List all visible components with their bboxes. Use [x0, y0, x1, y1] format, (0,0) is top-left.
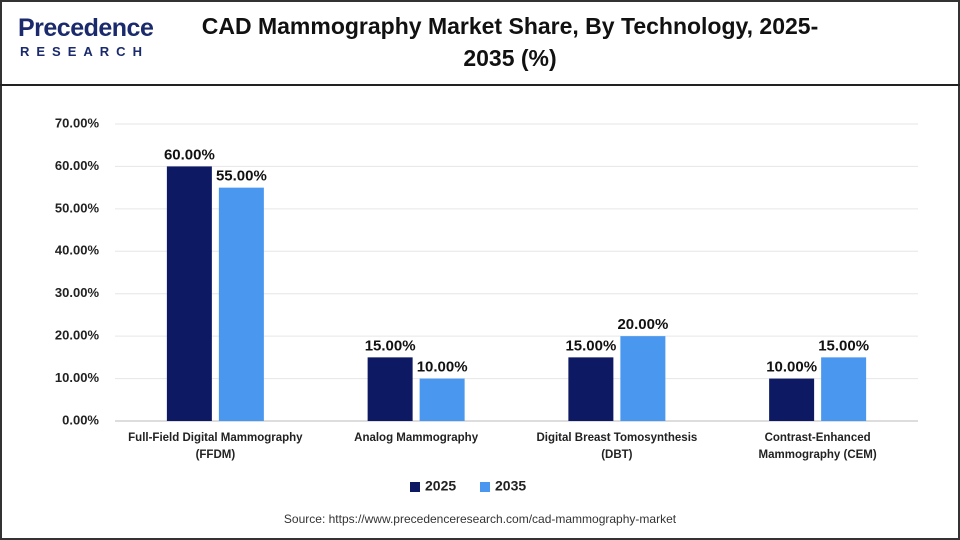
- y-tick-label: 70.00%: [55, 115, 100, 130]
- y-tick-label: 50.00%: [55, 200, 100, 215]
- data-label: 15.00%: [565, 337, 616, 354]
- data-label: 15.00%: [818, 337, 869, 354]
- y-tick-label: 40.00%: [55, 243, 100, 258]
- chart-title: CAD Mammography Market Share, By Technol…: [201, 13, 819, 71]
- y-tick-label: 0.00%: [62, 412, 99, 427]
- data-label: 20.00%: [617, 316, 668, 333]
- data-label: 10.00%: [417, 359, 468, 376]
- data-label: 60.00%: [164, 146, 215, 163]
- legend-label: 2035: [495, 478, 526, 494]
- legend-swatch: [480, 482, 490, 492]
- bar: [218, 187, 264, 421]
- bar: [419, 378, 465, 421]
- y-tick-label: 30.00%: [55, 285, 100, 300]
- data-label: 10.00%: [766, 359, 817, 376]
- legend-swatch: [410, 482, 420, 492]
- bar: [620, 336, 666, 421]
- x-tick-label: Contrast-Enhanced Mammography (CEM): [758, 432, 877, 461]
- bar: [568, 357, 614, 421]
- y-tick-label: 20.00%: [55, 328, 100, 343]
- y-tick-label: 60.00%: [55, 158, 100, 173]
- source: Source: https://www.precedenceresearch.c…: [283, 512, 677, 526]
- logo-name: Precedence: [18, 14, 154, 42]
- logo-tagline: RESEARCH: [20, 44, 149, 59]
- data-label: 15.00%: [365, 337, 416, 354]
- y-tick-label: 10.00%: [55, 370, 100, 385]
- bar: [166, 166, 212, 421]
- x-tick-label: Digital Breast Tomosynthesis (DBT): [536, 432, 698, 461]
- x-tick-label: Analog Mammography: [354, 432, 479, 444]
- bar: [769, 378, 815, 421]
- bar: [367, 357, 413, 421]
- bar: [821, 357, 867, 421]
- data-label: 55.00%: [216, 168, 267, 185]
- legend-label: 2025: [425, 478, 456, 494]
- x-tick-label: Full-Field Digital Mammography (FFDM): [128, 432, 303, 461]
